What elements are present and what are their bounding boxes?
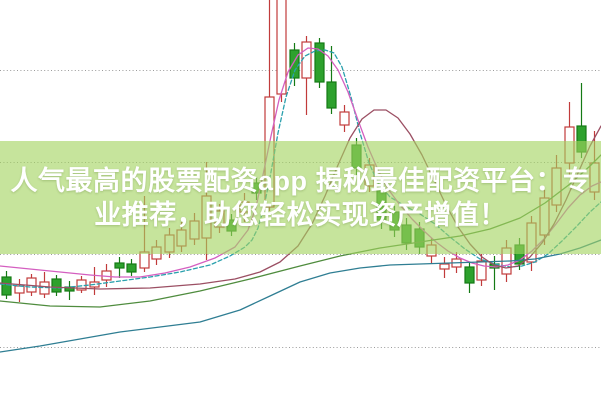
candle-up-body bbox=[14, 285, 25, 294]
candle-up-body bbox=[276, 0, 287, 95]
candle-down-body bbox=[64, 286, 75, 292]
candle-down-body bbox=[314, 42, 325, 83]
promo-banner-text-line1: 人气最高的股票配资app 揭秘最佳配资平台：专 bbox=[10, 165, 591, 196]
candle-down-body bbox=[289, 49, 300, 79]
candle-down-body bbox=[326, 81, 337, 109]
candle-down-body bbox=[126, 263, 137, 273]
candle-down-body bbox=[1, 276, 12, 296]
candle-up-body bbox=[339, 111, 350, 126]
candle-up-body bbox=[476, 260, 487, 281]
promo-banner-text-line2: 业推荐，助您轻松实现资产增值！ bbox=[94, 199, 507, 230]
candle-down-body bbox=[464, 266, 475, 284]
candle-up-body bbox=[439, 263, 450, 270]
candle-down-body bbox=[114, 262, 125, 269]
candle-down-body bbox=[51, 278, 62, 293]
candle-up-body bbox=[301, 41, 312, 79]
promo-banner-overlay: 人气最高的股票配资app 揭秘最佳配资平台：专 业推荐，助您轻松实现资产增值！ bbox=[0, 141, 601, 254]
ma-long-darkcyan bbox=[0, 239, 601, 353]
candle-up-body bbox=[139, 251, 150, 269]
